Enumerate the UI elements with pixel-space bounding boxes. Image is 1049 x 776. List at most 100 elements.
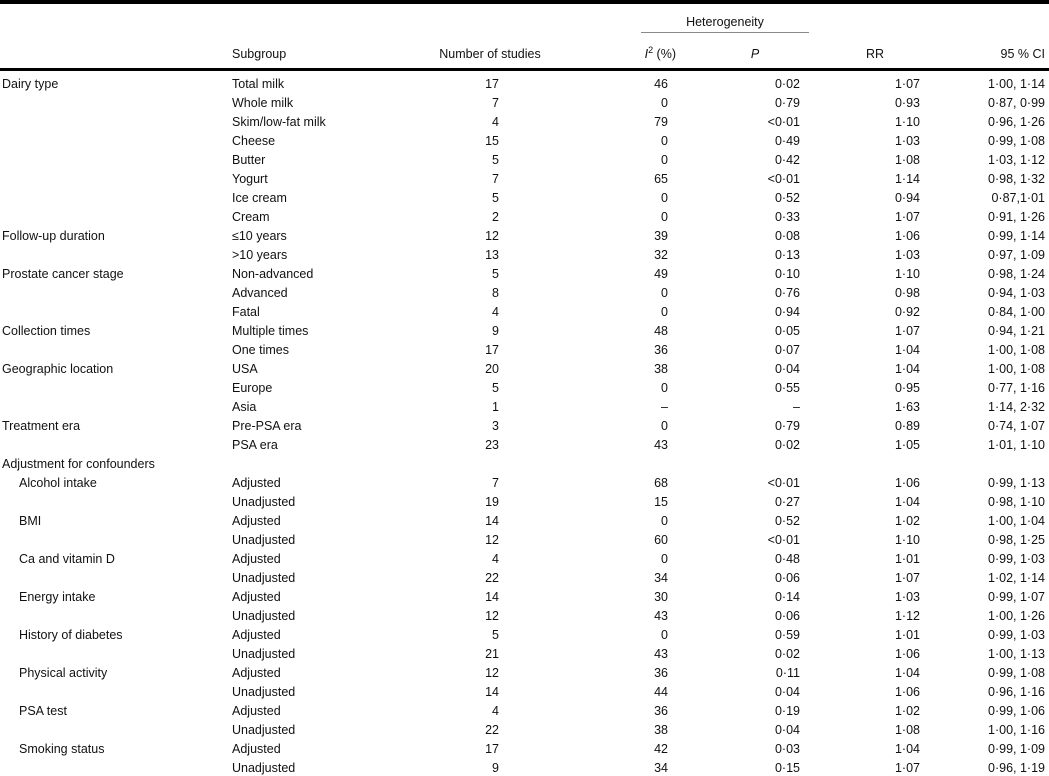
table-row: Prostate cancer stage Non-advanced 5 49 0·10…	[0, 265, 1049, 284]
table-row: History of diabetes Adjusted 5 0 0·59 1·01 0·9…	[0, 626, 1049, 645]
number-of-studies-cell: 9	[492, 324, 499, 338]
subgroup-cell: Adjusted	[232, 628, 281, 642]
i2-percent-cell: 68	[654, 476, 668, 490]
i2-percent-cell: 0	[661, 286, 668, 300]
rr-cell: 0·94	[894, 191, 920, 205]
category-cell	[0, 94, 230, 113]
ci-cell: 1·00, 1·04	[988, 514, 1045, 528]
p-value-cell: <0·01	[767, 476, 800, 490]
ci-cell	[930, 455, 1049, 474]
p-value-column-header: P	[690, 33, 820, 71]
p-value-cell	[690, 455, 820, 474]
category-cell: Prostate cancer stage	[2, 267, 124, 281]
ci-cell: 0·99, 1·07	[988, 590, 1045, 604]
rr-cell: 1·02	[894, 704, 920, 718]
p-value-cell: 0·52	[774, 191, 800, 205]
p-value-cell: 0·08	[774, 229, 800, 243]
subgroup-cell: Unadjusted	[232, 609, 296, 623]
category-cell	[0, 246, 230, 265]
category-cell	[0, 113, 230, 132]
p-value-cell: 0·55	[774, 381, 800, 395]
subgroup-cell: Fatal	[232, 305, 260, 319]
rr-cell: 1·01	[894, 552, 920, 566]
category-cell	[0, 569, 230, 588]
number-of-studies-cell: 7	[492, 96, 499, 110]
ci-cell: 0·94, 1·21	[988, 324, 1045, 338]
subgroup-cell: Ice cream	[232, 191, 287, 205]
rr-cell: 1·10	[894, 115, 920, 129]
p-value-cell: 0·06	[774, 571, 800, 585]
i2-percent-cell: 38	[654, 362, 668, 376]
table-row: PSA era 23 43 0·02 1·05 1·01, 1·10	[0, 436, 1049, 455]
ci-cell: 0·98, 1·25	[988, 533, 1045, 547]
number-of-studies-cell	[425, 455, 555, 474]
ci-column-header: 95 % CI	[930, 33, 1049, 71]
category-column-header	[0, 33, 230, 71]
header-spacer	[0, 2, 555, 33]
category-cell	[0, 189, 230, 208]
p-value-cell: 0·13	[774, 248, 800, 262]
subgroup-cell: Unadjusted	[232, 533, 296, 547]
ci-cell: 1·00, 1·08	[988, 343, 1045, 357]
subgroup-cell: Adjusted	[232, 552, 281, 566]
rr-cell: 1·12	[894, 609, 920, 623]
i2-percent-cell: 43	[654, 609, 668, 623]
i2-percent-cell: 65	[654, 172, 668, 186]
i2-percent-cell: 0	[661, 628, 668, 642]
number-of-studies-column-header: Number of studies	[425, 33, 555, 71]
category-cell: Adjustment for confounders	[2, 457, 155, 471]
number-of-studies-cell: 14	[485, 514, 499, 528]
ci-cell: 0·98, 1·24	[988, 267, 1045, 281]
rr-cell: 1·63	[894, 400, 920, 414]
ci-cell: 0·99, 1·14	[988, 229, 1045, 243]
category-cell	[0, 493, 230, 512]
subgroup-cell: Asia	[232, 400, 257, 414]
subgroup-cell: Advanced	[232, 286, 288, 300]
i2-percent-cell: 43	[654, 438, 668, 452]
table-body: Dairy type Total milk 17 46 0·02 1·07 1·00, 1·…	[0, 70, 1049, 776]
ci-cell: 0·96, 1·26	[988, 115, 1045, 129]
p-value-cell: 0·52	[774, 514, 800, 528]
number-of-studies-cell: 19	[485, 495, 499, 509]
category-cell	[0, 683, 230, 702]
i2-percent-cell: 42	[654, 742, 668, 756]
table-row: Collection times Multiple times 9 48 0·05 1·0…	[0, 322, 1049, 341]
table-row: Alcohol intake Adjusted 7 68 <0·01 1·06 0·99, …	[0, 474, 1049, 493]
ci-cell: 0·98, 1·32	[988, 172, 1045, 186]
p-value-cell: 0·48	[774, 552, 800, 566]
i2-percent-cell: 34	[654, 761, 668, 775]
category-cell	[0, 607, 230, 626]
table-row: BMI Adjusted 14 0 0·52 1·02 1·00, 1·04	[0, 512, 1049, 531]
subgroup-cell: Adjusted	[232, 742, 281, 756]
number-of-studies-cell: 13	[485, 248, 499, 262]
ci-cell: 1·14, 2·32	[988, 400, 1045, 414]
table-row: Unadjusted 22 38 0·04 1·08 1·00, 1·16	[0, 721, 1049, 740]
category-cell	[0, 284, 230, 303]
number-of-studies-cell: 4	[492, 305, 499, 319]
table-row: >10 years 13 32 0·13 1·03 0·97, 1·09	[0, 246, 1049, 265]
ci-cell: 0·99, 1·03	[988, 552, 1045, 566]
p-value-cell: –	[793, 400, 800, 414]
table-row: Unadjusted 12 60 <0·01 1·10 0·98, 1·25	[0, 531, 1049, 550]
subgroup-cell: Adjusted	[232, 590, 281, 604]
number-of-studies-cell: 12	[485, 533, 499, 547]
category-cell	[0, 721, 230, 740]
header-spacer	[820, 2, 1049, 33]
table-row: Cream 2 0 0·33 1·07 0·91, 1·26	[0, 208, 1049, 227]
table-row: Ca and vitamin D Adjusted 4 0 0·48 1·01 0·99, …	[0, 550, 1049, 569]
p-value-cell: 0·04	[774, 362, 800, 376]
category-cell: Geographic location	[2, 362, 114, 376]
rr-cell: 1·10	[894, 267, 920, 281]
rr-cell: 1·01	[894, 628, 920, 642]
p-value-cell: 0·04	[774, 685, 800, 699]
table-row: Smoking status Adjusted 17 42 0·03 1·04 0·99, …	[0, 740, 1049, 759]
category-cell: Smoking status	[19, 742, 105, 756]
ci-cell: 0·97, 1·09	[988, 248, 1045, 262]
rr-cell: 0·89	[894, 419, 920, 433]
subgroup-cell: Yogurt	[232, 172, 268, 186]
i2-percent-cell: 49	[654, 267, 668, 281]
heterogeneity-header-row: Heterogeneity	[0, 2, 1049, 33]
category-cell	[0, 645, 230, 664]
number-of-studies-cell: 4	[492, 704, 499, 718]
